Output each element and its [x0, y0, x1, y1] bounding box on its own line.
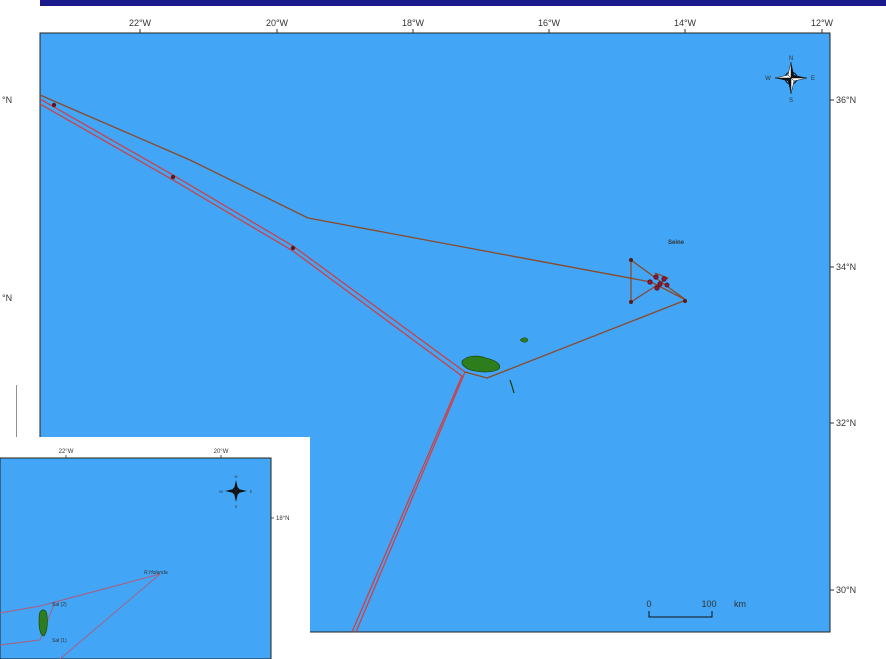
inset-lat-label: 18°N [276, 516, 289, 522]
desertas-islands [509, 379, 515, 394]
lat-label: 32°N [836, 418, 856, 428]
lon-label: 12°W [811, 18, 834, 28]
compass-n: N [789, 56, 793, 62]
lon-label: 14°W [674, 18, 697, 28]
compass-w: W [765, 76, 771, 82]
lon-label: 22°W [129, 18, 152, 28]
partial-lat-label: °N [2, 293, 12, 303]
track-marker [170, 174, 176, 180]
station-point [654, 285, 660, 291]
place-label-seine: Seine [668, 240, 685, 246]
scale-unit: km [734, 599, 746, 609]
latitude-ticks [830, 99, 834, 591]
top-banner-bar [40, 0, 886, 6]
lat-label: 34°N [836, 262, 856, 272]
compass-s: S [789, 98, 793, 104]
scale-bar: 0 100 km [646, 599, 746, 618]
compass-e: E [811, 76, 815, 82]
inset-border [0, 457, 272, 659]
inset-map: 22°W 20°W 18°N R.Holanda Sal (2) Sal (1)… [0, 437, 310, 659]
track-markers [51, 102, 687, 304]
compass-rose: N S W E [765, 56, 815, 104]
track-red-inner [39, 103, 463, 633]
station-point [661, 276, 667, 282]
seine-station-cluster [647, 274, 670, 291]
inset-compass-e: E [250, 489, 253, 494]
inset-track-2 [0, 573, 161, 614]
track-marker [683, 299, 687, 303]
inset-place-label: Sal (2) [52, 602, 67, 608]
track-marker [290, 245, 296, 251]
sal-island [38, 609, 48, 637]
station-point [664, 282, 670, 288]
inset-compass-w: W [219, 489, 223, 494]
lon-label: 16°W [538, 18, 561, 28]
map-border [39, 32, 831, 633]
lon-label: 18°W [402, 18, 425, 28]
porto-santo-island [519, 337, 529, 343]
inset-compass-rose: N S W E [219, 474, 253, 509]
track-marker [51, 102, 57, 108]
station-point [653, 274, 659, 280]
scale-value: 100 [701, 599, 716, 609]
longitude-ticks [139, 29, 823, 33]
station-point [657, 281, 663, 287]
lat-label: 36°N [836, 95, 856, 105]
inset-place-label: Sal (1) [52, 638, 67, 644]
inset-compass-s: S [235, 504, 238, 509]
inset-place-label: R.Holanda [144, 570, 168, 576]
partial-lat-label: °N [2, 95, 12, 105]
madeira-island [461, 355, 500, 373]
inset-lon-label: 22°W [59, 449, 74, 455]
scale-zero: 0 [646, 599, 651, 609]
lat-label: 30°N [836, 585, 856, 595]
lon-label: 20°W [266, 18, 289, 28]
station-point [647, 279, 653, 285]
track-marker [629, 300, 633, 304]
track-marker [629, 258, 633, 262]
overlay-panel-left: °N °N [0, 30, 38, 437]
inset-compass-n: N [235, 474, 238, 479]
inset-lon-label: 20°W [214, 449, 229, 455]
